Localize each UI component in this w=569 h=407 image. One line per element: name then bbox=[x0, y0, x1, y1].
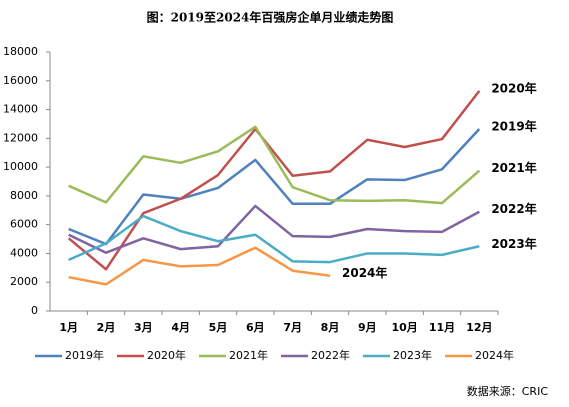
legend-label: 2022年 bbox=[311, 348, 350, 362]
x-tick-label: 5月 bbox=[209, 321, 228, 334]
series-line bbox=[68, 128, 481, 246]
series-line bbox=[67, 90, 481, 271]
y-tick-label: 6000 bbox=[10, 218, 38, 231]
end-label: 2024年 bbox=[342, 265, 387, 280]
x-tick-label: 8月 bbox=[321, 321, 340, 334]
y-tick-label: 0 bbox=[31, 304, 38, 317]
x-tick-label: 12月 bbox=[466, 321, 492, 334]
legend-label: 2024年 bbox=[475, 348, 514, 362]
y-tick-label: 8000 bbox=[10, 189, 38, 202]
end-label: 2023年 bbox=[491, 236, 536, 251]
x-tick-label: 6月 bbox=[246, 321, 265, 334]
legend-label: 2019年 bbox=[65, 348, 104, 362]
legend-label: 2021年 bbox=[229, 348, 268, 362]
x-tick-label: 9月 bbox=[358, 321, 377, 334]
x-tick-label: 1月 bbox=[59, 321, 78, 334]
x-tick-label: 11月 bbox=[429, 321, 455, 334]
y-tick-label: 2000 bbox=[10, 275, 38, 288]
x-tick-label: 2月 bbox=[97, 321, 116, 334]
y-tick-label: 14000 bbox=[3, 103, 38, 116]
end-label: 2021年 bbox=[491, 160, 536, 175]
y-tick-label: 16000 bbox=[3, 74, 38, 87]
y-tick-label: 18000 bbox=[3, 45, 38, 58]
series-line bbox=[68, 246, 331, 286]
end-label: 2020年 bbox=[491, 80, 536, 95]
x-tick-label: 3月 bbox=[134, 321, 153, 334]
x-tick-label: 7月 bbox=[283, 321, 302, 334]
y-tick-label: 4000 bbox=[10, 246, 38, 259]
series-line bbox=[68, 204, 480, 254]
end-label: 2019年 bbox=[491, 118, 536, 133]
series-line bbox=[68, 214, 480, 264]
x-tick-label: 10月 bbox=[392, 321, 418, 334]
y-tick-label: 12000 bbox=[3, 131, 38, 144]
y-tick-label: 10000 bbox=[3, 160, 38, 173]
series-line bbox=[68, 125, 481, 205]
legend-label: 2020年 bbox=[147, 348, 186, 362]
legend-label: 2023年 bbox=[393, 348, 432, 362]
x-tick-label: 4月 bbox=[171, 321, 190, 334]
chart-title: 图：2019至2024年百强房企单月业绩走势图 bbox=[147, 10, 394, 25]
end-label: 2022年 bbox=[491, 201, 536, 216]
source: 数据来源：CRIC bbox=[467, 384, 549, 398]
